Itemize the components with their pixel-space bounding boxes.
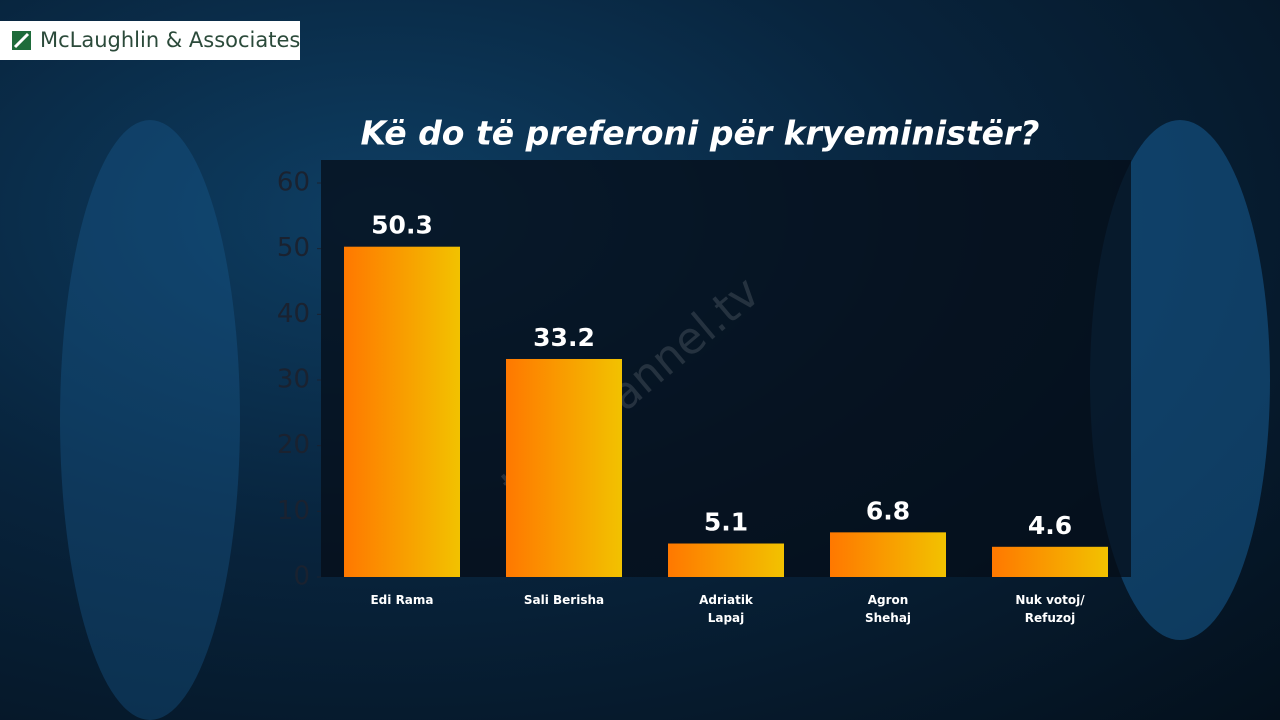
background-glow <box>60 120 240 720</box>
logo-text: McLaughlin & Associates <box>40 28 300 52</box>
y-tick-label: 10 <box>277 496 310 526</box>
y-tick-label: 40 <box>277 299 310 329</box>
bar <box>506 358 622 577</box>
x-tick-label: Nuk votoj/ Refuzoj <box>1015 593 1085 625</box>
y-tick-label: 60 <box>277 168 310 198</box>
bar <box>344 246 460 578</box>
logo-box <box>0 21 300 60</box>
x-tick-label: Adriatik Lapaj <box>699 593 753 625</box>
value-label: 6.8 <box>866 496 910 525</box>
y-tick-label: 30 <box>277 365 310 395</box>
y-tick-label: 50 <box>277 233 310 263</box>
chart-title: Kë do të preferoni për kryeministër? <box>361 114 1040 153</box>
bar <box>992 546 1108 577</box>
x-tick-label: Agron Shehaj <box>864 593 912 625</box>
value-label: 5.1 <box>704 508 748 537</box>
bar <box>830 532 946 577</box>
value-label: 50.3 <box>371 211 433 240</box>
x-tick-label: Edi Rama <box>370 593 434 607</box>
y-tick-label: 20 <box>277 430 310 460</box>
value-label: 33.2 <box>533 323 595 352</box>
logo-icon-mark <box>13 32 30 49</box>
background-glow <box>1090 120 1270 640</box>
value-label: 4.6 <box>1028 511 1072 540</box>
y-tick-label: 0 <box>293 562 310 592</box>
x-tick-label: Sali Berisha <box>523 593 605 607</box>
bar <box>668 543 784 577</box>
